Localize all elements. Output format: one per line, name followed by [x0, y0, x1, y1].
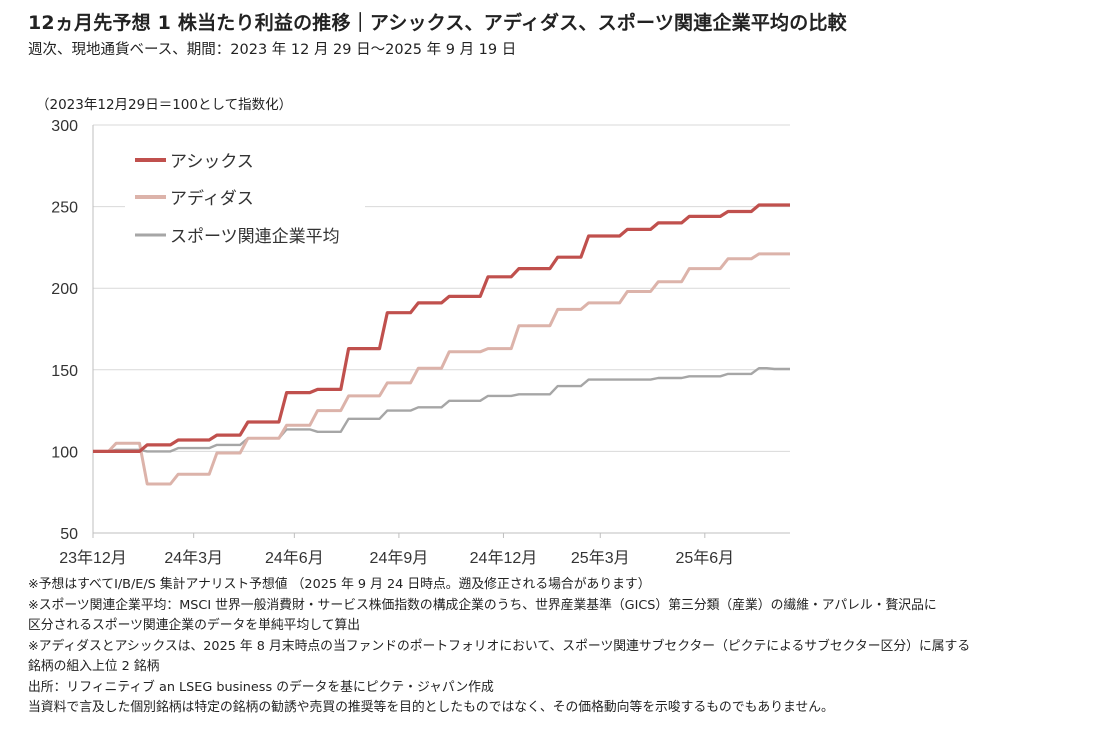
footnote: ※アディダスとアシックスは、2025 年 8 月末時点の当ファンドのポートフォリ… [28, 637, 1113, 658]
y-tick-label: 250 [51, 200, 78, 217]
y-tick-label: 50 [60, 526, 78, 543]
footnote: 当資料で言及した個別銘柄は特定の銘柄の勧誘や売買の推奨等を目的としたものではなく… [28, 698, 1113, 719]
x-tick-label: 24年9月 [370, 549, 429, 567]
x-tick-label: 24年12月 [470, 549, 538, 567]
legend-label: アシックス [170, 152, 254, 172]
x-tick-label: 25年6月 [675, 549, 734, 567]
footnote: ※スポーツ関連企業平均：MSCI 世界一般消費財・サービス株価指数の構成企業のう… [28, 596, 1113, 617]
y-tick-label: 300 [51, 118, 78, 135]
footnote: 出所：リフィニティブ an LSEG business のデータを基にピクテ・ジ… [28, 678, 1113, 699]
y-tick-label: 200 [51, 281, 78, 298]
footnote: ※予想はすべてI/B/E/S 集計アナリスト予想値 （2025 年 9 月 24… [28, 575, 1113, 596]
footnotes: ※予想はすべてI/B/E/S 集計アナリスト予想値 （2025 年 9 月 24… [28, 575, 1113, 719]
footnote: 区分されるスポーツ関連企業のデータを単純平均して算出 [28, 616, 1113, 637]
footnote: 銘柄の組入上位 2 銘柄 [28, 657, 1113, 678]
x-tick-label: 24年3月 [164, 549, 223, 567]
x-tick-label: 23年12月 [59, 549, 127, 567]
x-tick-label: 25年3月 [571, 549, 630, 567]
y-tick-label: 100 [51, 444, 78, 461]
x-tick-label: 24年6月 [265, 549, 324, 567]
legend-label: スポーツ関連企業平均 [170, 227, 340, 247]
legend-label: アディダス [170, 188, 254, 209]
y-tick-label: 150 [51, 363, 78, 380]
